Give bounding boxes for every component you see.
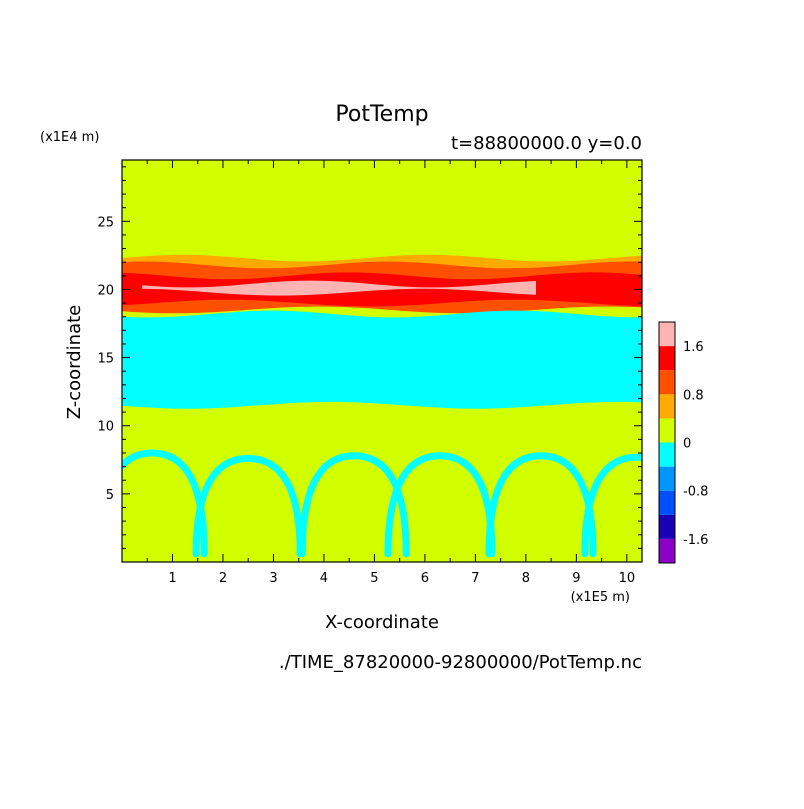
x-tick-label: 4	[320, 571, 328, 586]
y-tick-label: 20	[97, 283, 114, 298]
colorbar-swatch	[659, 466, 675, 491]
x-tick-label: 5	[370, 571, 378, 586]
y-unit-label: (x1E4 m)	[40, 130, 99, 145]
y-tick-label: 25	[97, 215, 114, 230]
x-tick-label: 7	[471, 571, 479, 586]
y-axis-label: Z-coordinate	[64, 305, 85, 420]
x-tick-label: 1	[168, 571, 176, 586]
x-axis: 1 2 3 4 5 6 7 8 9 10	[146, 160, 636, 586]
x-tick-label: 3	[269, 571, 277, 586]
colorbar-tick-label: -0.8	[683, 485, 708, 500]
plume-contour	[581, 453, 642, 558]
plume-contour	[122, 449, 208, 558]
x-tick-label: 6	[421, 571, 429, 586]
colorbar-swatch	[659, 394, 675, 419]
colorbar-swatch	[659, 418, 675, 443]
chart-subtitle: t=88800000.0 y=0.0	[451, 133, 642, 154]
colorbar-swatch	[659, 346, 675, 371]
colorbar-tick-label: 0.8	[683, 388, 704, 403]
x-tick-label: 8	[522, 571, 530, 586]
plume-contour	[384, 452, 496, 558]
colorbar-swatch	[659, 322, 675, 347]
colorbar-frame	[658, 321, 676, 564]
colorbar-swatch	[659, 370, 675, 395]
contour-bands	[122, 254, 642, 409]
colorbar-swatch	[659, 514, 675, 539]
plume-contour	[485, 452, 597, 558]
x-axis-label: X-coordinate	[325, 612, 439, 633]
colorbar-tick-label: 1.6	[683, 340, 704, 355]
colorbar-swatch	[659, 490, 675, 515]
chart-title: PotTemp	[335, 102, 428, 127]
x-tick-label: 2	[219, 571, 227, 586]
y-tick-label: 5	[106, 488, 114, 503]
y-axis: 5 10 15 20 25	[97, 166, 642, 549]
colorbar-tick-label: -1.6	[683, 533, 708, 548]
colorbar-tick-label: 0	[683, 437, 691, 452]
contour-plumes	[122, 449, 642, 558]
y-tick-label: 15	[97, 352, 114, 367]
y-tick-label: 10	[97, 420, 114, 435]
x-tick-label: 10	[619, 571, 636, 586]
plume-contour	[192, 454, 304, 558]
contour-band	[142, 280, 536, 296]
x-unit-label: (x1E5 m)	[571, 590, 630, 605]
plot-frame	[121, 159, 643, 563]
colorbar-swatch	[659, 442, 675, 467]
contour-band	[122, 310, 642, 409]
x-tick-label: 9	[572, 571, 580, 586]
source-file-label: ./TIME_87820000-92800000/PotTemp.nc	[279, 652, 642, 673]
colorbar: -1.6 -0.8 0 0.8 1.6	[658, 321, 708, 564]
colorbar-swatch	[659, 538, 675, 563]
contour-field	[122, 160, 642, 562]
